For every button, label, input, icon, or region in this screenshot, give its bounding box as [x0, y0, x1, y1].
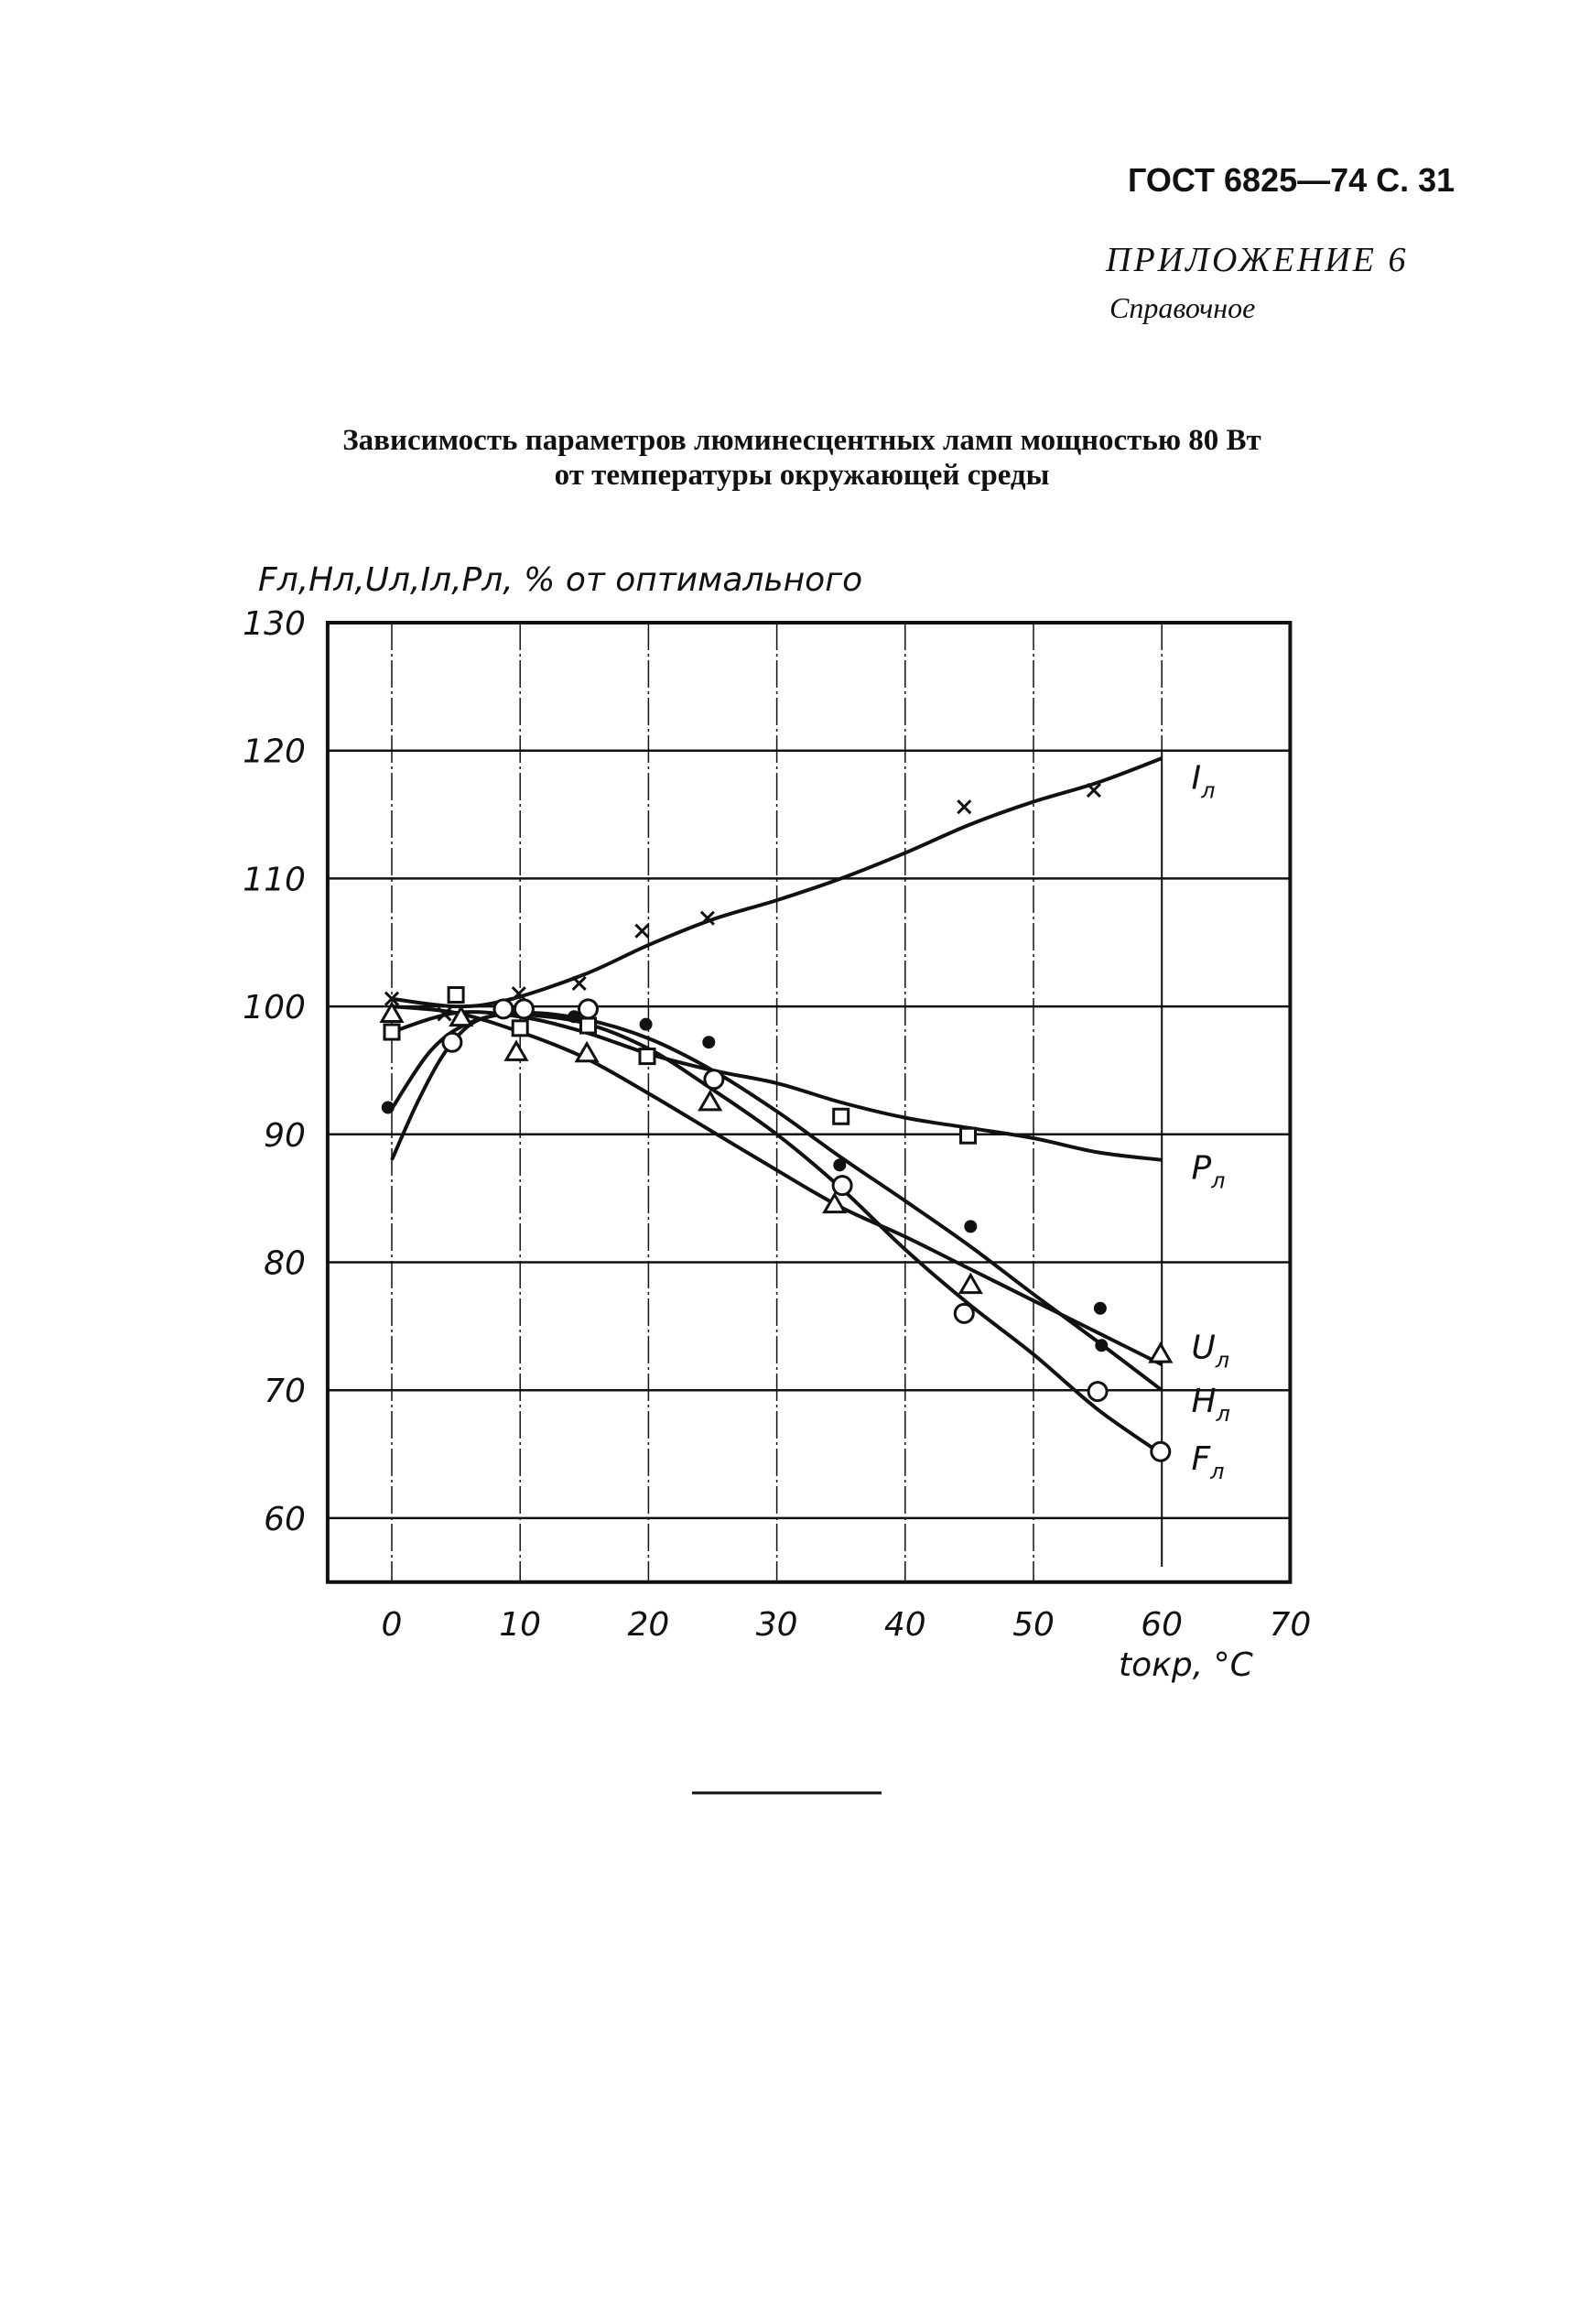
square-marker: [638, 1048, 656, 1066]
dot-marker: [639, 1017, 653, 1031]
cross-stroke: [957, 799, 972, 815]
series-label-subscript: л: [1216, 1401, 1230, 1427]
cross-stroke: [571, 975, 587, 992]
appendix-title: ПРИЛОЖЕНИЕ 6: [1106, 241, 1409, 279]
circle-marker: [703, 1069, 725, 1091]
x-tick-label: 60: [1141, 1606, 1183, 1644]
series-label-subscript: л: [1209, 1459, 1224, 1484]
y-tick-label: 120: [243, 733, 306, 771]
cross-stroke: [511, 986, 526, 1002]
x-tick-label: 30: [756, 1606, 798, 1644]
square-marker: [958, 1126, 977, 1145]
y-tick-label: 130: [243, 605, 306, 643]
square-marker: [511, 1019, 529, 1037]
grid: [325, 621, 1293, 1584]
series-label-0: Iл: [1191, 760, 1215, 804]
cross-marker: [634, 923, 650, 939]
cross-marker: [511, 986, 526, 1002]
cross-marker: [437, 1006, 452, 1022]
circle-marker: [953, 1302, 975, 1324]
triangle-marker: [574, 1040, 600, 1063]
dot-marker: [381, 1101, 395, 1114]
y-tick-label: 60: [264, 1501, 306, 1538]
square-marker: [832, 1107, 850, 1125]
series-label-4: Fл: [1191, 1440, 1224, 1484]
cross-stroke: [634, 923, 650, 939]
cross-stroke: [1086, 782, 1101, 798]
dot-marker: [568, 1010, 581, 1024]
y-tick-label: 80: [264, 1245, 306, 1283]
circle-marker: [441, 1031, 463, 1053]
markers: [379, 782, 1174, 1462]
triangle-marker: [449, 1005, 474, 1027]
series-label-subscript: л: [1200, 778, 1215, 804]
x-tick-label: 50: [1012, 1606, 1055, 1644]
cross-stroke: [699, 910, 715, 926]
appendix-note: Справочное: [1109, 291, 1256, 324]
cross-stroke: [384, 991, 400, 1006]
series-label-subscript: л: [1210, 1168, 1225, 1194]
y-tick-label: 90: [264, 1117, 306, 1155]
triangle-marker: [503, 1039, 529, 1061]
chart-title: Зависимость параметров люминесцентных ла…: [0, 423, 1569, 493]
y-tick-label: 70: [264, 1373, 306, 1410]
cross-marker: [699, 910, 715, 926]
series-label-1: Pл: [1191, 1150, 1225, 1194]
standard-header: ГОСТ 6825—74 С. 31: [1128, 161, 1455, 199]
y-tick-label: 100: [243, 989, 306, 1026]
x-tick-label: 40: [884, 1606, 926, 1644]
dot-marker: [702, 1036, 716, 1049]
circle-marker: [1087, 1381, 1109, 1403]
cross-stroke: [437, 1006, 452, 1022]
y-axis-label: Fл,Hл,Uл,Iл,Pл, % от оптимального: [258, 561, 862, 599]
triangle-marker: [379, 1001, 405, 1023]
chart-title-line-2: от температуры окружающей среды: [554, 459, 1050, 492]
series-label-2: Uл: [1191, 1329, 1229, 1373]
x-tick-label: 70: [1269, 1606, 1311, 1644]
circle-marker: [513, 998, 535, 1020]
circle-marker: [492, 998, 514, 1020]
x-tick-label: 0: [382, 1606, 403, 1644]
dot-marker: [833, 1158, 847, 1172]
triangle-marker: [822, 1191, 848, 1214]
cross-marker: [957, 799, 972, 815]
x-tick-label: 10: [499, 1606, 541, 1644]
cross-marker: [1086, 782, 1101, 798]
plot-frame: [325, 621, 1293, 1584]
dot-marker: [1095, 1339, 1109, 1352]
triangle-marker: [1148, 1341, 1174, 1363]
triangle-marker: [698, 1089, 723, 1112]
circle-marker: [1150, 1440, 1172, 1462]
triangle-marker: [958, 1272, 983, 1295]
square-marker: [447, 986, 465, 1005]
cross-marker: [384, 991, 400, 1006]
circle-marker: [578, 998, 600, 1020]
series-label-subscript: л: [1215, 1347, 1229, 1373]
tick-labels: 60 70 80 90 100 110 120 130 0 10 20 30 40 50 60 70: [243, 605, 1311, 1644]
circle-marker: [831, 1175, 853, 1197]
dot-marker: [1093, 1301, 1107, 1315]
dot-marker: [964, 1220, 978, 1233]
cross-marker: [571, 975, 587, 992]
chart-title-line-1: Зависимость параметров люминесцентных ла…: [342, 424, 1261, 457]
y-tick-label: 110: [243, 861, 306, 898]
x-tick-label: 20: [627, 1606, 669, 1644]
square-marker: [579, 1016, 598, 1035]
x-axis-label: tокр, °C: [1119, 1646, 1254, 1684]
square-marker: [383, 1023, 401, 1041]
